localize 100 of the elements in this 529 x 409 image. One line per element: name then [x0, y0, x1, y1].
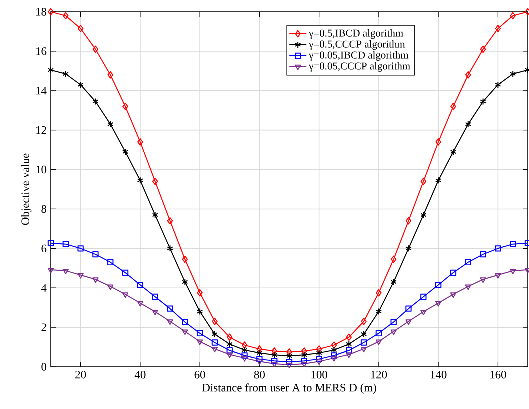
point — [420, 294, 427, 300]
point — [510, 70, 516, 78]
x-axis-title: Distance from user A to MERS D (m) — [202, 384, 376, 394]
point — [152, 294, 158, 300]
point — [62, 268, 69, 274]
point — [182, 256, 188, 264]
point — [92, 98, 99, 106]
point — [301, 358, 308, 364]
point — [182, 278, 188, 286]
y-tick-label: 16 — [36, 48, 47, 56]
point — [480, 278, 486, 284]
point — [316, 356, 322, 362]
point — [226, 352, 233, 358]
point — [346, 352, 352, 358]
point — [465, 71, 472, 79]
point — [92, 251, 99, 258]
point — [346, 340, 352, 348]
x-tick-label: 60 — [194, 371, 206, 379]
point — [286, 358, 293, 366]
point — [167, 306, 174, 312]
point — [226, 348, 233, 354]
point — [495, 81, 502, 88]
point — [286, 363, 293, 369]
point — [108, 120, 114, 128]
point — [465, 259, 472, 266]
point — [435, 301, 442, 307]
y-tick-label: 18 — [36, 8, 47, 16]
point — [316, 360, 322, 366]
point — [286, 352, 293, 360]
point — [450, 148, 457, 156]
point — [346, 334, 352, 342]
point — [167, 320, 174, 326]
point — [108, 284, 114, 290]
point — [137, 177, 144, 184]
point — [182, 330, 188, 336]
point — [331, 356, 338, 362]
x-tick-label: 160 — [490, 371, 506, 379]
point — [196, 340, 204, 346]
point — [196, 308, 204, 316]
point — [272, 358, 278, 364]
x-tick-label: 140 — [430, 371, 447, 379]
point — [242, 346, 248, 354]
x-tick-label: 20 — [76, 371, 86, 379]
point — [316, 346, 322, 353]
legend-label: γ=0.5,IBCD algorithm — [309, 30, 404, 40]
point — [108, 71, 114, 79]
point — [465, 120, 472, 128]
point — [272, 362, 278, 368]
point — [272, 348, 278, 355]
y-tick-label: 2 — [42, 324, 46, 332]
point — [256, 346, 263, 353]
point — [212, 318, 218, 326]
point — [376, 289, 382, 297]
point — [197, 289, 203, 297]
y-tick-label: 14 — [36, 87, 47, 95]
legend-label: γ=0.05,IBCD algorithm — [309, 51, 409, 61]
point — [78, 273, 84, 279]
point — [242, 342, 248, 349]
point — [256, 350, 263, 357]
y-tick-label: 0 — [42, 363, 47, 371]
point — [78, 81, 84, 88]
point — [48, 8, 54, 16]
point — [242, 352, 248, 359]
y-tick-label: 12 — [36, 126, 46, 134]
point — [212, 347, 218, 353]
y-axis-title: Objective value — [21, 154, 32, 226]
point — [360, 330, 368, 338]
point — [436, 138, 442, 146]
point — [138, 138, 144, 146]
point — [256, 356, 263, 362]
point — [137, 301, 144, 307]
point — [390, 278, 397, 286]
point — [360, 340, 368, 346]
y-tick-label: 8 — [42, 205, 47, 214]
point — [316, 350, 322, 357]
point — [390, 330, 397, 336]
point — [376, 330, 382, 337]
point — [108, 259, 114, 266]
point — [272, 352, 278, 359]
point — [212, 340, 218, 346]
point — [390, 256, 397, 264]
point — [122, 148, 129, 156]
point — [196, 330, 204, 337]
point — [122, 102, 128, 110]
point — [390, 319, 397, 326]
point — [226, 334, 233, 342]
point — [78, 25, 84, 32]
point — [122, 292, 129, 298]
point — [450, 292, 457, 298]
point — [360, 347, 368, 353]
point — [406, 320, 412, 326]
point — [331, 352, 338, 359]
x-tick-label: 100 — [312, 371, 328, 379]
point — [406, 306, 412, 312]
point — [301, 362, 308, 368]
point — [331, 342, 338, 349]
point — [450, 270, 457, 276]
legend-label: γ=0.05,CCCP algorithm — [309, 62, 410, 72]
point — [78, 246, 84, 252]
point — [62, 70, 69, 78]
